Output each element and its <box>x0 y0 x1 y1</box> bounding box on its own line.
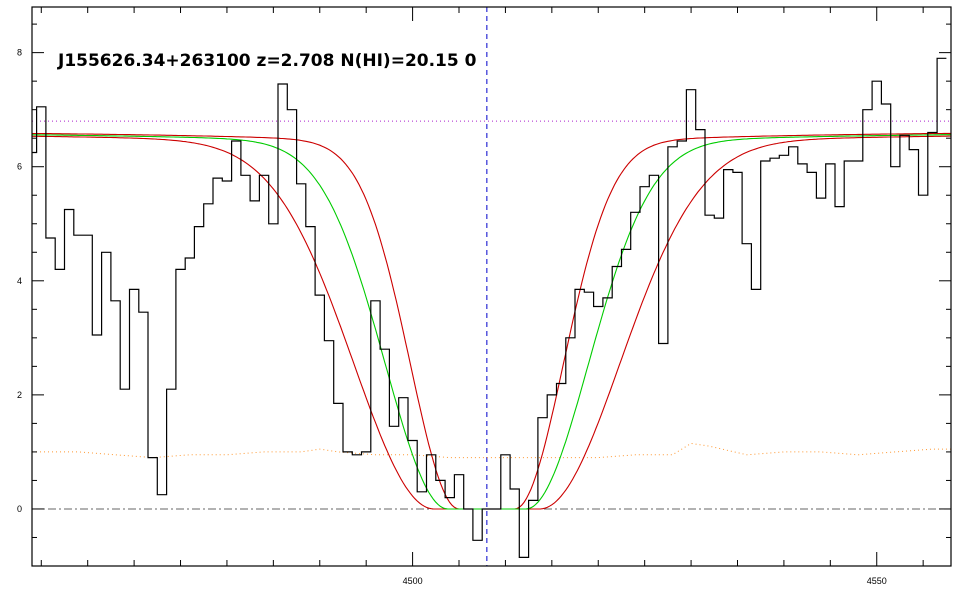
y-tick-label: 4 <box>17 276 22 286</box>
error-series-line <box>32 442 951 459</box>
plot-frame <box>31 6 952 567</box>
axis-tick-labels: 0 2 4 6 8 4500 4550 <box>17 48 887 586</box>
x-tick-label: 4500 <box>403 576 423 586</box>
flux-spectrum <box>32 57 947 558</box>
y-tick-label: 2 <box>17 390 22 400</box>
chart-title: J155626.34+263100 z=2.708 N(HI)=20.15 0 <box>57 51 477 71</box>
flux-histogram-line <box>32 57 947 558</box>
y-tick-label: 8 <box>17 48 22 58</box>
axis-ticks <box>32 7 951 566</box>
y-tick-label: 0 <box>17 504 22 514</box>
x-tick-label: 4550 <box>867 576 887 586</box>
plot-border <box>31 6 952 567</box>
error-spectrum <box>32 442 951 459</box>
y-tick-label: 6 <box>17 162 22 172</box>
